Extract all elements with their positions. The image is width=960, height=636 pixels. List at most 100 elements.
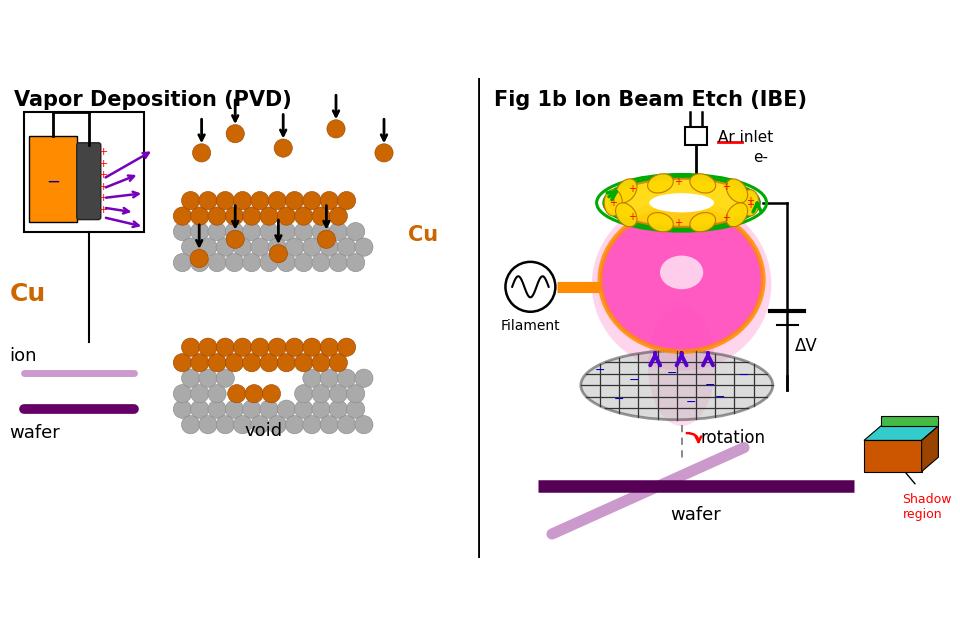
Circle shape: [191, 400, 209, 418]
Circle shape: [251, 238, 269, 256]
Circle shape: [338, 238, 355, 256]
Circle shape: [268, 338, 286, 356]
Text: e-: e-: [754, 149, 769, 165]
Circle shape: [260, 254, 278, 272]
Circle shape: [208, 400, 227, 418]
Circle shape: [505, 262, 555, 312]
Circle shape: [191, 385, 209, 403]
Text: −: −: [614, 393, 624, 406]
Circle shape: [285, 338, 303, 356]
Ellipse shape: [615, 179, 637, 203]
Text: +: +: [99, 205, 108, 215]
Circle shape: [173, 223, 191, 240]
Circle shape: [243, 354, 261, 372]
Circle shape: [181, 338, 200, 356]
Text: +: +: [628, 212, 636, 222]
Circle shape: [347, 400, 365, 418]
Circle shape: [181, 369, 200, 387]
Ellipse shape: [610, 179, 754, 227]
Circle shape: [216, 369, 234, 387]
Text: ΔV: ΔV: [795, 337, 817, 355]
Circle shape: [320, 415, 338, 434]
Circle shape: [312, 223, 330, 240]
Circle shape: [295, 400, 313, 418]
Circle shape: [329, 223, 348, 240]
Text: +: +: [628, 184, 636, 194]
Circle shape: [320, 369, 338, 387]
Circle shape: [262, 385, 280, 403]
Circle shape: [173, 400, 191, 418]
Circle shape: [191, 254, 209, 272]
Circle shape: [199, 415, 217, 434]
Text: −: −: [629, 374, 638, 387]
Circle shape: [302, 191, 321, 210]
Circle shape: [320, 238, 338, 256]
Circle shape: [199, 369, 217, 387]
Text: ion: ion: [10, 347, 37, 366]
Circle shape: [208, 207, 227, 225]
Ellipse shape: [660, 256, 703, 289]
Text: wafer: wafer: [10, 424, 60, 442]
Polygon shape: [922, 426, 939, 472]
Circle shape: [233, 191, 252, 210]
Circle shape: [275, 139, 293, 157]
Circle shape: [243, 400, 261, 418]
Circle shape: [173, 385, 191, 403]
Circle shape: [302, 415, 321, 434]
Circle shape: [227, 230, 245, 249]
Text: Fig 1b Ion Beam Etch (IBE): Fig 1b Ion Beam Etch (IBE): [494, 90, 807, 110]
Circle shape: [260, 354, 278, 372]
Circle shape: [329, 400, 348, 418]
Circle shape: [312, 207, 330, 225]
Text: wafer: wafer: [671, 506, 721, 524]
Circle shape: [347, 385, 365, 403]
Circle shape: [329, 207, 348, 225]
Text: +: +: [99, 148, 108, 157]
Circle shape: [251, 415, 269, 434]
Circle shape: [302, 338, 321, 356]
Circle shape: [285, 238, 303, 256]
Ellipse shape: [648, 212, 673, 232]
Circle shape: [192, 144, 211, 162]
Circle shape: [320, 338, 338, 356]
Text: +: +: [746, 196, 754, 206]
Circle shape: [329, 254, 348, 272]
Circle shape: [251, 338, 269, 356]
Ellipse shape: [648, 174, 673, 193]
Ellipse shape: [648, 306, 715, 426]
Polygon shape: [864, 426, 939, 440]
Circle shape: [191, 223, 209, 240]
Circle shape: [302, 238, 321, 256]
Circle shape: [233, 415, 252, 434]
Text: +: +: [99, 159, 108, 169]
Polygon shape: [864, 440, 922, 472]
Circle shape: [228, 385, 246, 403]
Text: +: +: [674, 218, 683, 228]
Circle shape: [295, 223, 313, 240]
Text: −: −: [739, 369, 749, 382]
Ellipse shape: [741, 190, 759, 216]
Circle shape: [260, 223, 278, 240]
Polygon shape: [881, 417, 939, 426]
Ellipse shape: [591, 198, 772, 371]
FancyBboxPatch shape: [77, 143, 101, 219]
Text: +: +: [99, 193, 108, 204]
Circle shape: [199, 338, 217, 356]
Circle shape: [208, 354, 227, 372]
Circle shape: [260, 207, 278, 225]
Bar: [29, 135, 77, 222]
Circle shape: [295, 354, 313, 372]
Text: +: +: [99, 170, 108, 181]
Text: +: +: [99, 182, 108, 192]
Circle shape: [208, 385, 227, 403]
Text: rotation: rotation: [701, 429, 766, 447]
Circle shape: [173, 354, 191, 372]
Circle shape: [268, 415, 286, 434]
Circle shape: [312, 400, 330, 418]
Circle shape: [338, 369, 355, 387]
Text: +: +: [722, 183, 731, 192]
Circle shape: [269, 245, 288, 263]
Text: +: +: [674, 177, 683, 188]
Text: Cu: Cu: [10, 282, 46, 306]
Bar: [24, 111, 144, 232]
